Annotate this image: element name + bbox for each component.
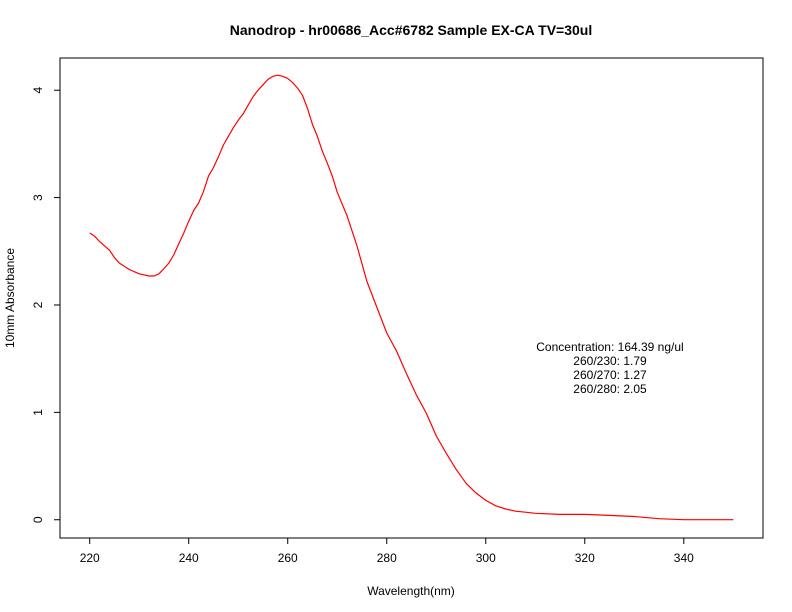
y-axis: 0 1 2 3 4: [31, 87, 60, 523]
x-tick-label: 340: [674, 551, 694, 565]
annotation-260-270: 260/270: 1.27: [573, 368, 647, 382]
x-tick-label: 220: [80, 551, 100, 565]
y-tick-label: 1: [31, 409, 45, 416]
y-tick-label: 4: [31, 87, 45, 94]
y-tick-label: 3: [31, 194, 45, 201]
x-tick-label: 300: [476, 551, 496, 565]
x-tick-label: 280: [377, 551, 397, 565]
x-tick-label: 240: [179, 551, 199, 565]
annotation-260-280: 260/280: 2.05: [573, 382, 647, 396]
x-tick-label: 320: [575, 551, 595, 565]
x-axis-label: Wavelength(nm): [367, 584, 455, 598]
x-axis: 220 240 260 280 300 320 340: [80, 538, 694, 565]
series-layer: [89, 74, 734, 521]
chart-title: Nanodrop - hr00686_Acc#6782 Sample EX-CA…: [230, 22, 592, 38]
y-tick-label: 2: [31, 301, 45, 308]
y-axis-label: 10mm Absorbance: [3, 248, 17, 348]
x-tick-label: 260: [278, 551, 298, 565]
annotation-block: Concentration: 164.39 ng/ul 260/230: 1.7…: [536, 340, 683, 396]
y-tick-label: 0: [31, 516, 45, 523]
plot-frame: [59, 57, 764, 539]
annotation-260-230: 260/230: 1.79: [573, 354, 647, 368]
absorbance-line: [89, 74, 734, 521]
annotation-concentration: Concentration: 164.39 ng/ul: [536, 340, 683, 354]
